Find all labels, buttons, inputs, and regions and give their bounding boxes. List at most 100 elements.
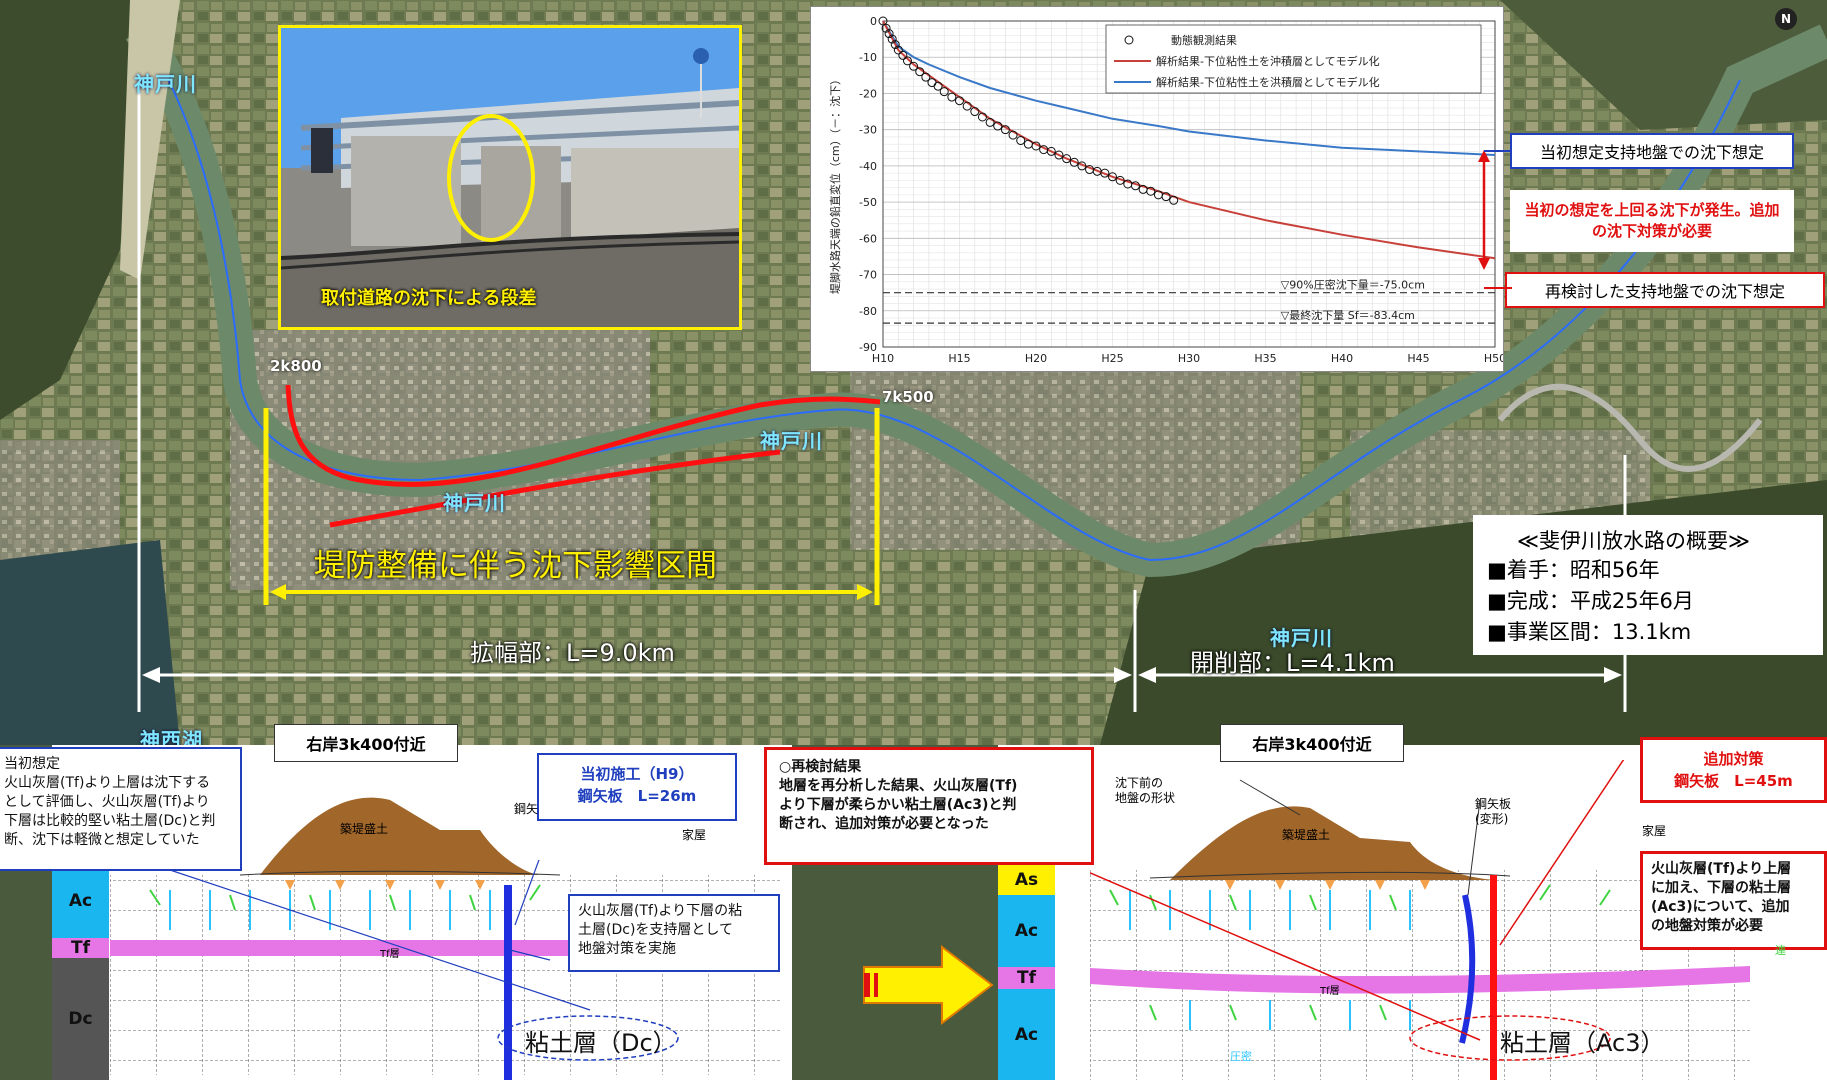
- cut-section-label: 開削部：L=4.1km: [1190, 649, 1395, 677]
- observed-point: [955, 96, 964, 106]
- observed-point: [1161, 192, 1171, 202]
- observed-point: [1008, 130, 1018, 140]
- overview-box: ≪斐伊川放水路の概要≫ ■着手：昭和56年 ■完成：平成25年6月 ■事業区間：…: [1473, 515, 1823, 655]
- left-note-line-2: 火山灰層(Tf)より上層は沈下する: [4, 775, 211, 791]
- observed-point: [909, 61, 919, 71]
- kp-start-label: 2k800: [270, 357, 322, 375]
- y-tick-label: -60: [859, 232, 877, 245]
- observed-point: [962, 101, 972, 111]
- observed-point: [947, 92, 957, 102]
- observed-point: [1130, 181, 1140, 191]
- layer-tag-tf: Tf: [52, 938, 109, 958]
- right-embankment-label: 築堤盛土: [1282, 828, 1331, 842]
- callout-revised: 再検討した支持地盤での沈下想定: [1505, 272, 1825, 308]
- settlement-chart: 0 -10 -20 -30 -40 -50 -60 -70 -80 -90 H10 H15 H20 H25…: [810, 6, 1506, 372]
- overview-title: ≪斐伊川放水路の概要≫: [1517, 529, 1750, 553]
- observed-point: [890, 40, 900, 50]
- photo-caption: 取付道路の沈下による段差: [321, 288, 537, 309]
- right-preshape-line-2: 地盤の形状: [1115, 791, 1176, 805]
- observed-point: [939, 87, 949, 97]
- observed-point: [1062, 154, 1072, 164]
- reference-line-label: ▽最終沈下量 Sf＝-83.4cm: [1281, 308, 1415, 322]
- kp-end-label: 7k500: [882, 388, 934, 406]
- right-comp-label: 圧密: [1230, 1050, 1252, 1063]
- river-label-kando-3: 神戸川: [760, 429, 823, 453]
- right-add-note-2: に加え、下層の粘土層: [1651, 880, 1791, 896]
- observed-point: [1000, 125, 1010, 135]
- right-result-line-1: 地層を再分析した結果、火山灰層(Tf): [779, 778, 1018, 794]
- x-tick-label: H35: [1254, 352, 1276, 365]
- left-note-line-5: 断、沈下は軽微と想定していた: [4, 832, 200, 848]
- embankment-fill-right: [1170, 806, 1495, 880]
- overview-item-complete: ■完成：平成25年6月: [1487, 589, 1694, 613]
- chart-legend-box: [1105, 24, 1482, 94]
- bridge-photo: [281, 28, 739, 327]
- callout-warning: 当初の想定を上回る沈下が発生。追加の沈下対策が必要: [1510, 190, 1794, 252]
- right-clay-label: 粘土層（Ac3）: [1500, 1029, 1665, 1057]
- left-sheetpile-box: 当初施工（H9） 鋼矢板 L=26m: [537, 753, 737, 821]
- overview-item-length: ■事業区間：13.1km: [1487, 620, 1692, 644]
- y-tick-label: -30: [859, 124, 877, 137]
- settlement-gap-arrow-icon: [1478, 150, 1512, 289]
- reference-line-label: ▽90%圧密沈下量＝-75.0cm: [1281, 278, 1425, 292]
- sheet-pile-additional: [1490, 875, 1497, 1080]
- right-preshape-line-1: 沈下前の: [1115, 776, 1164, 790]
- right-layer-tag-as: As: [998, 865, 1055, 895]
- observed-point: [1031, 141, 1041, 151]
- observed-point: [977, 112, 987, 122]
- observed-point: [921, 72, 931, 82]
- observed-point: [1069, 157, 1079, 167]
- right-sheetpile-label: 鋼矢板 (変形): [1475, 797, 1511, 827]
- right-additional-title: 追加対策: [1703, 750, 1764, 768]
- legend-marker-observed: [1124, 35, 1134, 45]
- right-cont-label: 連: [1775, 944, 1786, 957]
- y-tick-label: -70: [859, 269, 877, 282]
- observed-point: [1115, 175, 1125, 185]
- x-tick-label: H40: [1331, 352, 1353, 365]
- river-label-kando-1: 神戸川: [134, 72, 197, 96]
- observed-point: [1100, 168, 1110, 178]
- left-note-line-3: として評価し、火山灰層(Tf)より: [4, 794, 210, 810]
- y-tick-label: -80: [859, 305, 877, 318]
- right-sheetpile-line-2: (変形): [1475, 812, 1509, 826]
- transition-arrow-icon: [863, 945, 994, 1025]
- photo-inset: 取付道路の沈下による段差: [278, 25, 742, 330]
- x-tick-label: H15: [948, 352, 970, 365]
- right-section-title: 右岸3k400付近: [1220, 724, 1404, 762]
- observed-point: [915, 67, 925, 77]
- right-layer-tag-tf: Tf: [998, 967, 1055, 989]
- left-sheetpile-title: 当初施工（H9）: [580, 765, 694, 783]
- x-tick-label: H20: [1025, 352, 1047, 365]
- x-tick-label: H45: [1407, 352, 1429, 365]
- y-tick-label: -50: [859, 196, 877, 209]
- x-tick-label: H10: [872, 352, 894, 365]
- series-diluvial-line: [882, 20, 1496, 156]
- observed-point: [1169, 195, 1179, 205]
- right-sheetpile-line-1: 鋼矢板: [1475, 797, 1512, 811]
- right-additional-note: 火山灰層(Tf)より上層 に加え、下層の粘土層 (Ac3)について、追加 の地盤…: [1640, 851, 1827, 950]
- layer-tag-ac: Ac: [52, 864, 109, 938]
- left-support-line-3: 地盤対策を実施: [578, 941, 676, 957]
- observed-point: [993, 121, 1003, 131]
- observed-point: [933, 81, 943, 91]
- left-note-line-1: 当初想定: [4, 756, 60, 772]
- settlement-zone-label: 堤防整備に伴う沈下影響区間: [314, 548, 717, 584]
- observed-point: [1146, 186, 1156, 196]
- overview-item-start: ■着手：昭和56年: [1487, 558, 1660, 582]
- observed-point: [1077, 161, 1087, 171]
- layer-tag-dc: Dc: [52, 958, 109, 1080]
- observed-point: [985, 117, 995, 127]
- right-additional-box: 追加対策 鋼矢板 L=45m: [1640, 737, 1827, 803]
- left-section-title: 右岸3k400付近: [274, 724, 458, 762]
- observed-point: [884, 29, 894, 39]
- x-tick-label: H30: [1178, 352, 1200, 365]
- left-sheetpile-size: 鋼矢板 L=26m: [577, 787, 697, 805]
- right-add-note-1: 火山灰層(Tf)より上層: [1651, 861, 1792, 877]
- embankment-line-lower: [329, 449, 781, 528]
- legend-label-diluvial: 解析結果-下位粘性土を洪積層としてモデル化: [1156, 75, 1380, 89]
- right-result-line-2: より下層が柔らかい粘土層(Ac3)と判: [779, 797, 1017, 813]
- plot-frame: [882, 20, 1496, 348]
- y-tick-label: -10: [859, 51, 877, 64]
- y-tick-label: 0: [870, 15, 877, 28]
